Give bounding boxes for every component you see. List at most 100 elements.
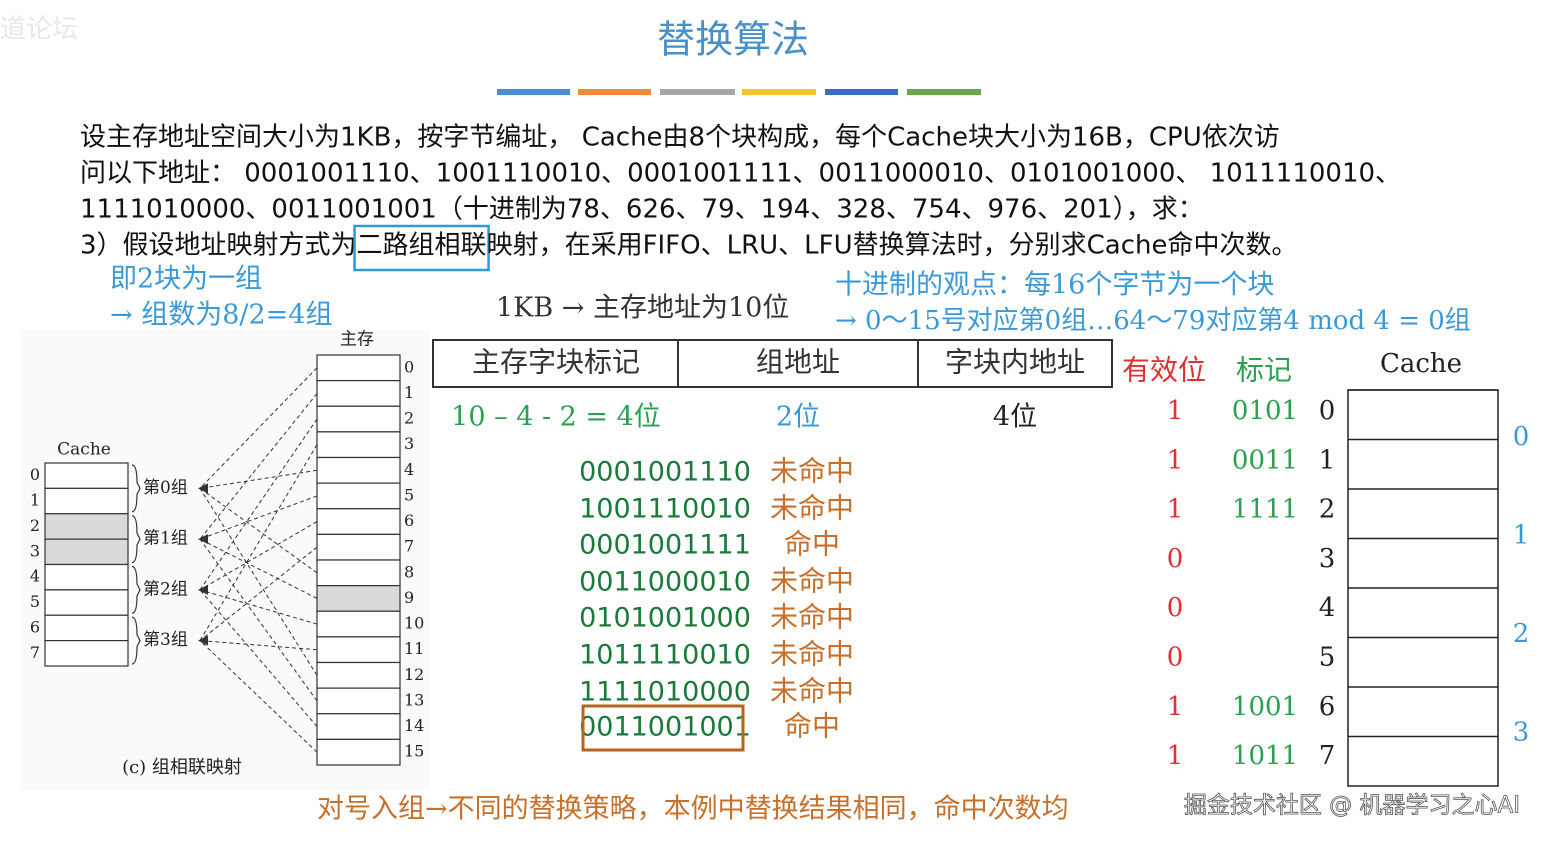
title-underline bbox=[497, 89, 981, 95]
format-size: 10 – 4 - 2 = 4位 bbox=[451, 402, 661, 433]
column-header: 有效位 bbox=[1122, 354, 1206, 387]
cache-block bbox=[44, 640, 129, 667]
cache-index: 7 bbox=[1319, 741, 1336, 771]
cache-index: 3 bbox=[1319, 544, 1336, 574]
question-highlight: 二路组相联 bbox=[357, 231, 487, 261]
watermark: 掘金技术社区 @ 机器学习之心AI bbox=[1184, 793, 1520, 819]
watermark-top: 道论坛 bbox=[0, 15, 78, 45]
valid-bit: 1 bbox=[1167, 692, 1184, 722]
access-address: 0101001000 bbox=[579, 603, 751, 634]
cache-block-index: 4 bbox=[30, 567, 40, 586]
note: → 组数为8/2=4组 bbox=[110, 300, 332, 331]
cache-label: Cache bbox=[57, 440, 111, 460]
memory-block bbox=[316, 405, 401, 433]
memory-block bbox=[316, 380, 401, 407]
note: 十进制的观点：每16个字节为一个块 bbox=[835, 270, 1274, 301]
cache-index: 5 bbox=[1319, 643, 1336, 673]
group-brace bbox=[131, 565, 141, 614]
memory-index: 2 bbox=[404, 409, 414, 428]
column-header: 标记 bbox=[1236, 354, 1292, 387]
access-result: 命中 bbox=[784, 528, 840, 561]
memory-block bbox=[316, 636, 401, 664]
access-address: 0001001110 bbox=[579, 457, 751, 488]
cache-index: 6 bbox=[1319, 692, 1336, 722]
arrow-head bbox=[198, 635, 208, 646]
question-text: 映射，在采用FIFO、LRU、LFU替换算法时，分别求Cache命中次数。 bbox=[487, 231, 1298, 261]
access-address: 0011001001 bbox=[579, 712, 751, 743]
memory-block bbox=[316, 738, 401, 766]
memory-block bbox=[316, 610, 401, 638]
memory-block bbox=[316, 559, 401, 587]
cache-block bbox=[44, 538, 129, 566]
memory-block bbox=[316, 713, 401, 740]
address-format-table bbox=[432, 339, 1113, 388]
memory-index: 8 bbox=[404, 562, 414, 581]
problem-line: 问以下地址： 0001001110、1001110010、0001001111、… bbox=[80, 159, 1401, 189]
note: 1KB → 主存地址为10位 bbox=[496, 293, 789, 324]
cache-block-index: 0 bbox=[30, 465, 40, 484]
cache-block bbox=[44, 589, 129, 616]
caption: (c) 组相联映射 bbox=[122, 757, 242, 778]
valid-bit: 1 bbox=[1167, 741, 1184, 771]
cache-block bbox=[44, 513, 129, 540]
tag: 1111 bbox=[1232, 495, 1298, 525]
mapping-line bbox=[199, 546, 318, 642]
arrow-head bbox=[198, 483, 208, 494]
mapping-line bbox=[199, 487, 318, 574]
memory-index: 1 bbox=[404, 383, 414, 402]
arrow-head bbox=[198, 534, 208, 545]
tag: 1011 bbox=[1232, 741, 1298, 771]
format-header: 字块内地址 bbox=[945, 346, 1085, 379]
memory-block bbox=[316, 482, 401, 510]
cache-index: 4 bbox=[1319, 593, 1336, 623]
format-size: 4位 bbox=[993, 402, 1037, 433]
cache-block-index: 7 bbox=[30, 643, 40, 662]
mapping-line bbox=[199, 488, 318, 676]
access-result: 未命中 bbox=[770, 492, 854, 525]
question-text: 3）假设地址映射方式为 bbox=[80, 231, 357, 261]
cache-block-index: 6 bbox=[30, 617, 40, 636]
access-address: 1001110010 bbox=[579, 494, 751, 525]
mapping-line bbox=[199, 589, 318, 625]
valid-bit: 1 bbox=[1167, 495, 1184, 525]
memory-block bbox=[316, 508, 401, 535]
cache-index: 2 bbox=[1319, 495, 1336, 525]
group-brace bbox=[131, 515, 141, 564]
cache-index: 1 bbox=[1319, 445, 1336, 475]
valid-bit: 0 bbox=[1167, 593, 1184, 623]
tag: 0101 bbox=[1232, 396, 1298, 426]
memory-block bbox=[316, 661, 401, 689]
access-address: 0001001111 bbox=[579, 530, 751, 561]
access-address: 1011110010 bbox=[579, 640, 751, 671]
memory-index: 9 bbox=[404, 588, 414, 607]
cache-block-index: 1 bbox=[30, 491, 40, 510]
footer: 对号入组→不同的替换策略，本例中替换结果相同，命中次数均 bbox=[317, 794, 1069, 825]
format-size: 2位 bbox=[776, 402, 820, 433]
group-label: 第0组 bbox=[143, 478, 188, 498]
problem-line: 1111010000、0011001001（十进制为78、626、79、194、… bbox=[80, 195, 1204, 225]
cache-block-index: 5 bbox=[30, 592, 40, 611]
memory-index: 5 bbox=[404, 485, 414, 504]
hit-box bbox=[581, 704, 745, 752]
format-header: 主存字块标记 bbox=[472, 346, 640, 379]
access-address: 0011000010 bbox=[579, 567, 751, 598]
group-number: 2 bbox=[1513, 619, 1530, 649]
group-number: 3 bbox=[1513, 718, 1530, 748]
cache-block bbox=[44, 487, 129, 515]
problem-line: 设主存地址空间大小为1KB，按字节编址， Cache由8个块构成，每个Cache… bbox=[80, 123, 1280, 153]
access-result: 未命中 bbox=[770, 565, 854, 598]
access-result: 未命中 bbox=[770, 601, 854, 634]
tag: 0011 bbox=[1232, 445, 1298, 475]
memory-block bbox=[316, 585, 401, 612]
memory-block bbox=[316, 533, 401, 561]
mapping-line bbox=[199, 538, 318, 599]
memory-index: 4 bbox=[404, 460, 414, 479]
mapping-line bbox=[199, 521, 318, 591]
access-address: 1111010000 bbox=[579, 677, 751, 708]
group-label: 第3组 bbox=[143, 630, 188, 650]
group-label: 第1组 bbox=[143, 529, 188, 549]
mapping-line bbox=[199, 393, 318, 540]
memory-block bbox=[316, 687, 401, 715]
memory-index: 12 bbox=[404, 665, 424, 684]
